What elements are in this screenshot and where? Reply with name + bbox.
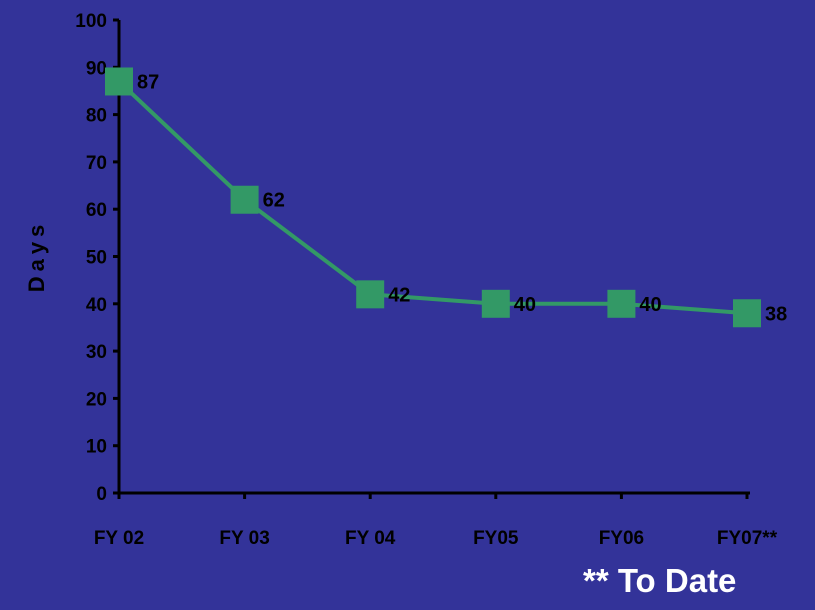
x-tick-label: FY 02 [94,528,144,549]
data-point-marker [733,299,761,328]
y-axis-title: Days [24,220,49,293]
y-tick-label: 40 [86,295,107,316]
data-label: 40 [514,294,536,316]
data-point-marker [230,185,259,214]
data-label: 38 [765,303,787,325]
data-label: 42 [388,284,410,306]
x-tick-label: FY06 [599,528,644,549]
x-tick-label: FY 04 [345,528,396,549]
x-tick-label: FY 03 [219,528,269,549]
y-tick-label: 70 [86,153,107,174]
data-point-marker [481,289,510,318]
footnote-to-date: ** To Date [583,562,737,599]
y-tick-label: 10 [86,437,107,458]
data-label: 87 [137,71,159,93]
x-tick-label: FY07** [717,528,778,549]
data-label: 62 [263,190,285,212]
y-tick-label: 100 [75,11,107,32]
y-tick-label: 50 [86,248,107,269]
series-line [117,80,748,316]
y-tick-label: 90 [86,58,107,79]
data-point-marker [105,67,133,96]
y-tick-label: 30 [86,342,107,363]
x-tick-label: FY05 [473,528,519,549]
y-tick-label: 20 [86,389,107,410]
y-axis-ticks: 0 10 20 30 40 50 60 70 80 90 100 [75,11,119,505]
series-days: 87 62 42 40 40 38 [105,67,787,328]
data-label: 40 [639,294,661,316]
x-axis-ticks: FY 02 FY 03 FY 04 FY05 FY06 FY07** [94,493,778,549]
y-tick-label: 60 [86,200,107,221]
y-tick-label: 0 [96,484,107,505]
data-point-marker [607,289,636,318]
data-point-marker [356,280,385,309]
y-tick-label: 80 [86,106,107,127]
